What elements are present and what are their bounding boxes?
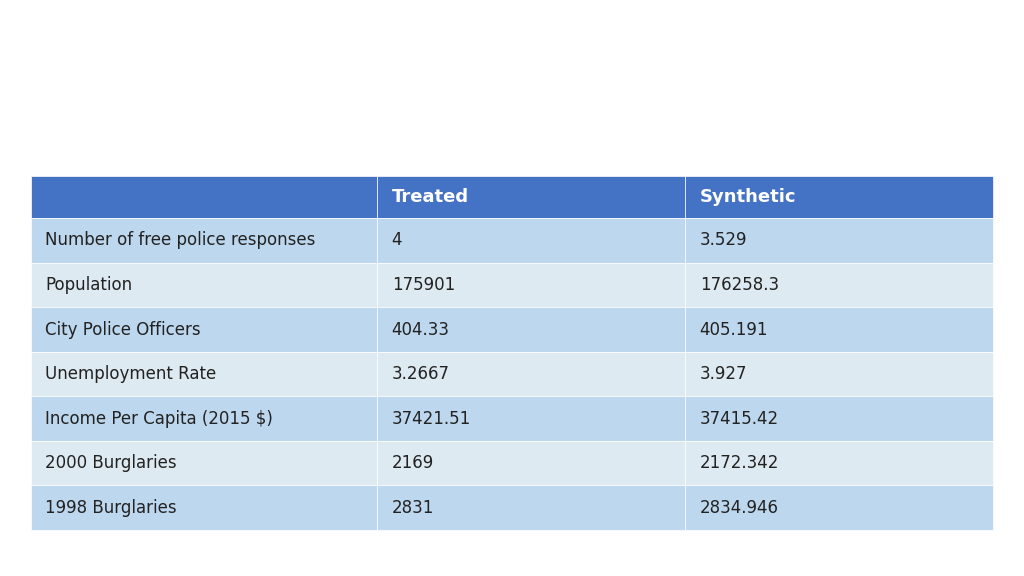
FancyBboxPatch shape bbox=[31, 176, 377, 218]
Text: Population: Population bbox=[45, 276, 132, 294]
Text: Synthetic Predictors Constructed from Donor Pool
for Burglary Model: Synthetic Predictors Constructed from Do… bbox=[41, 36, 938, 109]
FancyBboxPatch shape bbox=[685, 486, 993, 530]
Text: 176258.3: 176258.3 bbox=[699, 276, 779, 294]
Text: City Police Officers: City Police Officers bbox=[45, 320, 201, 339]
Text: 4: 4 bbox=[391, 232, 402, 249]
Text: 175901: 175901 bbox=[391, 276, 455, 294]
FancyBboxPatch shape bbox=[377, 352, 685, 396]
Text: 3.927: 3.927 bbox=[699, 365, 748, 383]
FancyBboxPatch shape bbox=[31, 307, 377, 352]
Text: 2172.342: 2172.342 bbox=[699, 454, 779, 472]
FancyBboxPatch shape bbox=[31, 263, 377, 307]
Text: 3.529: 3.529 bbox=[699, 232, 748, 249]
FancyBboxPatch shape bbox=[377, 176, 685, 218]
FancyBboxPatch shape bbox=[31, 486, 377, 530]
FancyBboxPatch shape bbox=[377, 441, 685, 486]
FancyBboxPatch shape bbox=[685, 307, 993, 352]
Text: 2834.946: 2834.946 bbox=[699, 499, 778, 517]
FancyBboxPatch shape bbox=[377, 263, 685, 307]
FancyBboxPatch shape bbox=[31, 352, 377, 396]
FancyBboxPatch shape bbox=[685, 176, 993, 218]
Text: 2831: 2831 bbox=[391, 499, 434, 517]
Text: 405.191: 405.191 bbox=[699, 320, 768, 339]
Text: 37421.51: 37421.51 bbox=[391, 410, 471, 427]
Text: 2169: 2169 bbox=[391, 454, 434, 472]
Text: Treated: Treated bbox=[391, 188, 469, 206]
FancyBboxPatch shape bbox=[377, 486, 685, 530]
Text: 2000 Burglaries: 2000 Burglaries bbox=[45, 454, 177, 472]
FancyBboxPatch shape bbox=[377, 307, 685, 352]
Text: 1998 Burglaries: 1998 Burglaries bbox=[45, 499, 177, 517]
Text: 37415.42: 37415.42 bbox=[699, 410, 779, 427]
Text: Number of free police responses: Number of free police responses bbox=[45, 232, 315, 249]
FancyBboxPatch shape bbox=[685, 218, 993, 263]
FancyBboxPatch shape bbox=[685, 263, 993, 307]
FancyBboxPatch shape bbox=[31, 441, 377, 486]
Text: Unemployment Rate: Unemployment Rate bbox=[45, 365, 216, 383]
FancyBboxPatch shape bbox=[685, 396, 993, 441]
FancyBboxPatch shape bbox=[31, 396, 377, 441]
FancyBboxPatch shape bbox=[377, 396, 685, 441]
Text: Income Per Capita (2015 $): Income Per Capita (2015 $) bbox=[45, 410, 273, 427]
Text: BERRY COLLEGE: BERRY COLLEGE bbox=[810, 543, 972, 560]
Text: 3.2667: 3.2667 bbox=[391, 365, 450, 383]
Text: Synthetic: Synthetic bbox=[699, 188, 797, 206]
Text: 404.33: 404.33 bbox=[391, 320, 450, 339]
FancyBboxPatch shape bbox=[377, 218, 685, 263]
FancyBboxPatch shape bbox=[685, 441, 993, 486]
FancyBboxPatch shape bbox=[685, 352, 993, 396]
FancyBboxPatch shape bbox=[31, 218, 377, 263]
